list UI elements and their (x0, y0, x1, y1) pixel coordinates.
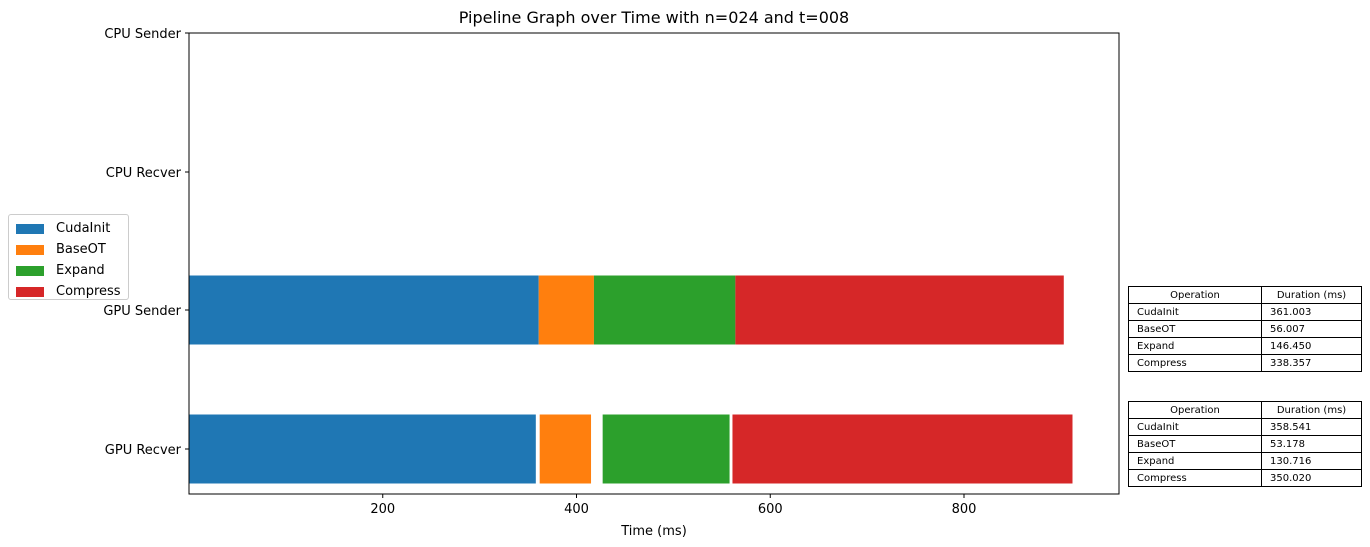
y-tick-label-cpu-recver: CPU Recver (106, 166, 182, 181)
x-tick-label-800: 800 (952, 502, 977, 517)
legend-swatch-baseot (16, 244, 44, 255)
x-tick-label-400: 400 (564, 502, 589, 517)
table-cell: BaseOT (1128, 435, 1262, 453)
bar-gpu-recver-expand (602, 414, 730, 484)
legend-item-compress: Compress (16, 281, 128, 302)
bar-gpu-sender-compress (735, 275, 1064, 345)
table-cell: CudaInit (1128, 418, 1262, 436)
table-cell: 53.178 (1261, 435, 1362, 453)
y-tick-label-gpu-sender: GPU Sender (103, 304, 181, 319)
table-row: Expand 146.450 (1128, 337, 1362, 355)
legend-swatch-cudainit (16, 223, 44, 234)
bar-gpu-sender-baseot (538, 275, 594, 345)
table-row: Expand 130.716 (1128, 452, 1362, 470)
table-cell: 338.357 (1261, 354, 1362, 372)
bar-gpu-recver-cudainit (189, 414, 536, 484)
legend-swatch-expand (16, 265, 44, 276)
table-row: CudaInit 358.541 (1128, 418, 1362, 436)
chart-title: Pipeline Graph over Time with n=024 and … (459, 8, 849, 27)
table-header-cell: Operation (1128, 286, 1262, 304)
x-tick-label-600: 600 (758, 502, 783, 517)
table-row: BaseOT 56.007 (1128, 320, 1362, 338)
legend-label-expand: Expand (56, 263, 105, 278)
bars-layer (189, 275, 1073, 484)
legend-item-cudainit: CudaInit (16, 218, 128, 239)
legend-item-baseot: BaseOT (16, 239, 128, 260)
gpu-recver-duration-table: Operation Duration (ms) CudaInit 358.541… (1128, 401, 1362, 487)
table-cell: BaseOT (1128, 320, 1262, 338)
legend-label-baseot: BaseOT (56, 242, 106, 257)
legend-swatch-compress (16, 286, 44, 297)
legend-label-compress: Compress (56, 284, 121, 299)
table-header-cell: Operation (1128, 401, 1262, 419)
y-tick-label-cpu-sender: CPU Sender (104, 27, 181, 42)
table-cell: 358.541 (1261, 418, 1362, 436)
bar-gpu-sender-cudainit (189, 275, 539, 345)
table-cell: Expand (1128, 452, 1262, 470)
y-tick-label-gpu-recver: GPU Recver (105, 443, 182, 458)
table-cell: 350.020 (1261, 469, 1362, 487)
x-axis-label: Time (ms) (620, 524, 687, 539)
table-header-row: Operation Duration (ms) (1128, 286, 1362, 304)
table-row: BaseOT 53.178 (1128, 435, 1362, 453)
legend-item-expand: Expand (16, 260, 128, 281)
table-cell: 361.003 (1261, 303, 1362, 321)
table-header-row: Operation Duration (ms) (1128, 401, 1362, 419)
x-tick-label-200: 200 (370, 502, 395, 517)
bar-gpu-recver-compress (732, 414, 1073, 484)
table-cell: Compress (1128, 354, 1262, 372)
table-row: Compress 350.020 (1128, 469, 1362, 487)
plot-area-frame (188, 32, 1120, 495)
table-header-cell: Duration (ms) (1261, 286, 1362, 304)
ticks-layer: CPU Sender CPU Recver GPU Sender GPU Recver… (103, 27, 976, 517)
gpu-sender-duration-table: Operation Duration (ms) CudaInit 361.003… (1128, 286, 1362, 372)
table-cell: Compress (1128, 469, 1262, 487)
table-cell: 130.716 (1261, 452, 1362, 470)
bar-gpu-sender-expand (593, 275, 736, 345)
table-cell: 56.007 (1261, 320, 1362, 338)
table-row: CudaInit 361.003 (1128, 303, 1362, 321)
bar-gpu-recver-baseot (539, 414, 592, 484)
chart-legend: CudaInit BaseOT Expand Compress (8, 214, 129, 300)
legend-label-cudainit: CudaInit (56, 221, 111, 236)
table-cell: 146.450 (1261, 337, 1362, 355)
table-cell: Expand (1128, 337, 1262, 355)
table-header-cell: Duration (ms) (1261, 401, 1362, 419)
table-row: Compress 338.357 (1128, 354, 1362, 372)
table-cell: CudaInit (1128, 303, 1262, 321)
